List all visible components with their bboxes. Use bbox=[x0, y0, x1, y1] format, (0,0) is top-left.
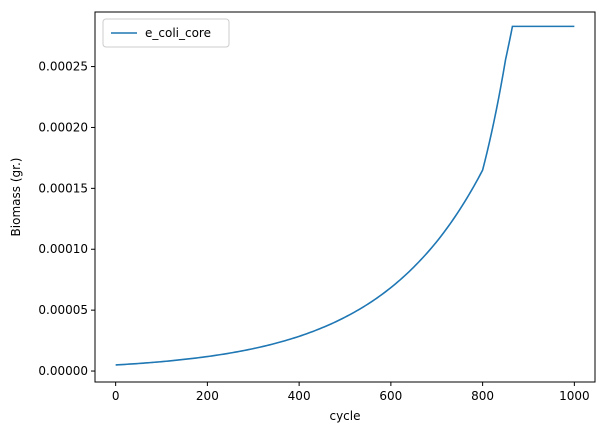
plot-frame bbox=[94, 11, 596, 383]
legend-box bbox=[102, 18, 230, 48]
y-tick-label: 0.00010 bbox=[38, 242, 88, 256]
series-layer bbox=[115, 25, 575, 366]
x-tick-label: 0 bbox=[112, 389, 120, 403]
y-tick-label: 0.00020 bbox=[38, 120, 88, 134]
x-tick-label: 400 bbox=[288, 389, 311, 403]
x-tick-label: 800 bbox=[471, 389, 494, 403]
y-tick-label: 0.00015 bbox=[38, 181, 88, 195]
y-axis-label: Biomass (gr.) bbox=[9, 158, 23, 237]
x-axis-ticks: 0 200 400 600 800 1000 bbox=[112, 382, 590, 403]
y-tick-label: 0.00000 bbox=[38, 364, 88, 378]
y-tick-label: 0.00005 bbox=[38, 303, 88, 317]
x-axis-label: cycle bbox=[329, 409, 360, 423]
x-tick-label: 600 bbox=[379, 389, 402, 403]
series-line-e_coli_core bbox=[115, 25, 575, 366]
plot-background bbox=[95, 12, 595, 382]
legend: e_coli_core bbox=[102, 18, 230, 48]
y-axis-ticks: 0.00000 0.00005 0.00010 0.00015 0.00020 0.000… bbox=[38, 60, 95, 378]
x-tick-label: 200 bbox=[196, 389, 219, 403]
legend-label: e_coli_core bbox=[145, 26, 211, 40]
x-tick-label: 1000 bbox=[559, 389, 590, 403]
y-tick-label: 0.00025 bbox=[38, 60, 88, 74]
